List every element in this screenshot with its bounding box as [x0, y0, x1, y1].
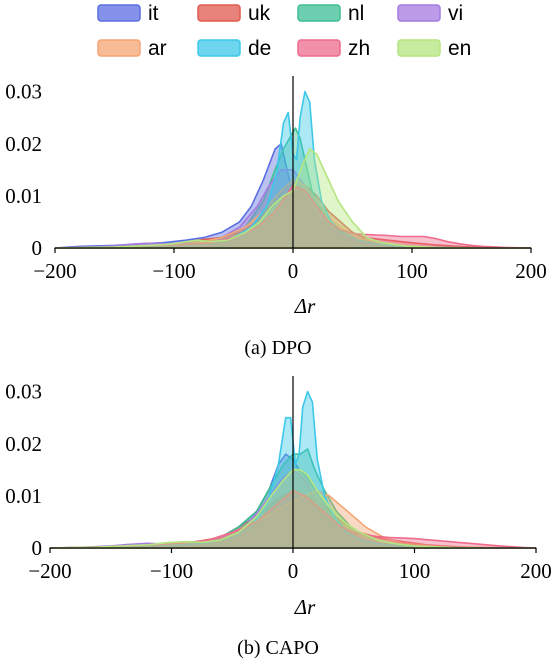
- legend-label-nl: nl: [348, 2, 364, 25]
- panel-caption: (a) DPO: [244, 337, 311, 359]
- legend-label-en: en: [448, 37, 471, 60]
- legend-label-de: de: [248, 37, 271, 60]
- legend-swatch-zh: [297, 39, 341, 57]
- y-tick-label: 0: [32, 536, 43, 560]
- panel-dpo: −200 −100 0 100 200 0 0.01 0.02 0.03 Δr (a) DPO: [5, 76, 547, 359]
- legend: it uk nl vi ar de zh en: [97, 2, 471, 60]
- legend-label-vi: vi: [448, 2, 463, 25]
- legend-swatch-ar: [97, 39, 141, 57]
- x-axis-label: Δr: [294, 294, 316, 318]
- x-tick-label: 100: [399, 559, 431, 583]
- legend-label-ar: ar: [148, 37, 167, 60]
- legend-item-vi: vi: [397, 2, 463, 25]
- x-tick-label: 0: [288, 559, 299, 583]
- legend-label-uk: uk: [248, 2, 271, 25]
- legend-swatch-en: [397, 39, 441, 57]
- legend-item-uk: uk: [197, 2, 271, 25]
- legend-swatch-uk: [197, 4, 241, 22]
- legend-item-en: en: [397, 37, 471, 60]
- y-tick-label: 0.02: [5, 132, 42, 156]
- x-tick-label: 0: [288, 259, 299, 283]
- legend-label-zh: zh: [348, 37, 370, 60]
- legend-swatch-de: [197, 39, 241, 57]
- legend-item-zh: zh: [297, 37, 370, 60]
- panel-caption: (b) CAPO: [237, 637, 319, 659]
- x-tick-label: −100: [152, 259, 195, 283]
- y-tick-label: 0.01: [5, 184, 42, 208]
- legend-swatch-vi: [397, 4, 441, 22]
- legend-item-it: it: [97, 2, 159, 25]
- legend-item-de: de: [197, 37, 271, 60]
- x-tick-label: 200: [515, 259, 547, 283]
- x-tick-label: −200: [33, 259, 76, 283]
- x-tick-label: −200: [28, 559, 71, 583]
- y-tick-label: 0: [32, 236, 43, 260]
- x-axis-label: Δr: [294, 595, 316, 619]
- legend-label-it: it: [148, 2, 159, 25]
- legend-swatch-nl: [297, 4, 341, 22]
- x-tick-label: 100: [396, 259, 428, 283]
- y-tick-label: 0.02: [5, 432, 42, 456]
- y-tick-label: 0.03: [5, 80, 42, 104]
- y-tick-label: 0.01: [5, 484, 42, 508]
- legend-item-ar: ar: [97, 37, 167, 60]
- legend-swatch-it: [97, 4, 141, 22]
- y-tick-label: 0.03: [5, 380, 42, 404]
- x-tick-label: −100: [150, 559, 193, 583]
- legend-item-nl: nl: [297, 2, 364, 25]
- panel-capo: −200 −100 0 100 200 0 0.01 0.02 0.03 Δr (b) CAPO: [5, 376, 552, 659]
- x-tick-label: 200: [520, 559, 552, 583]
